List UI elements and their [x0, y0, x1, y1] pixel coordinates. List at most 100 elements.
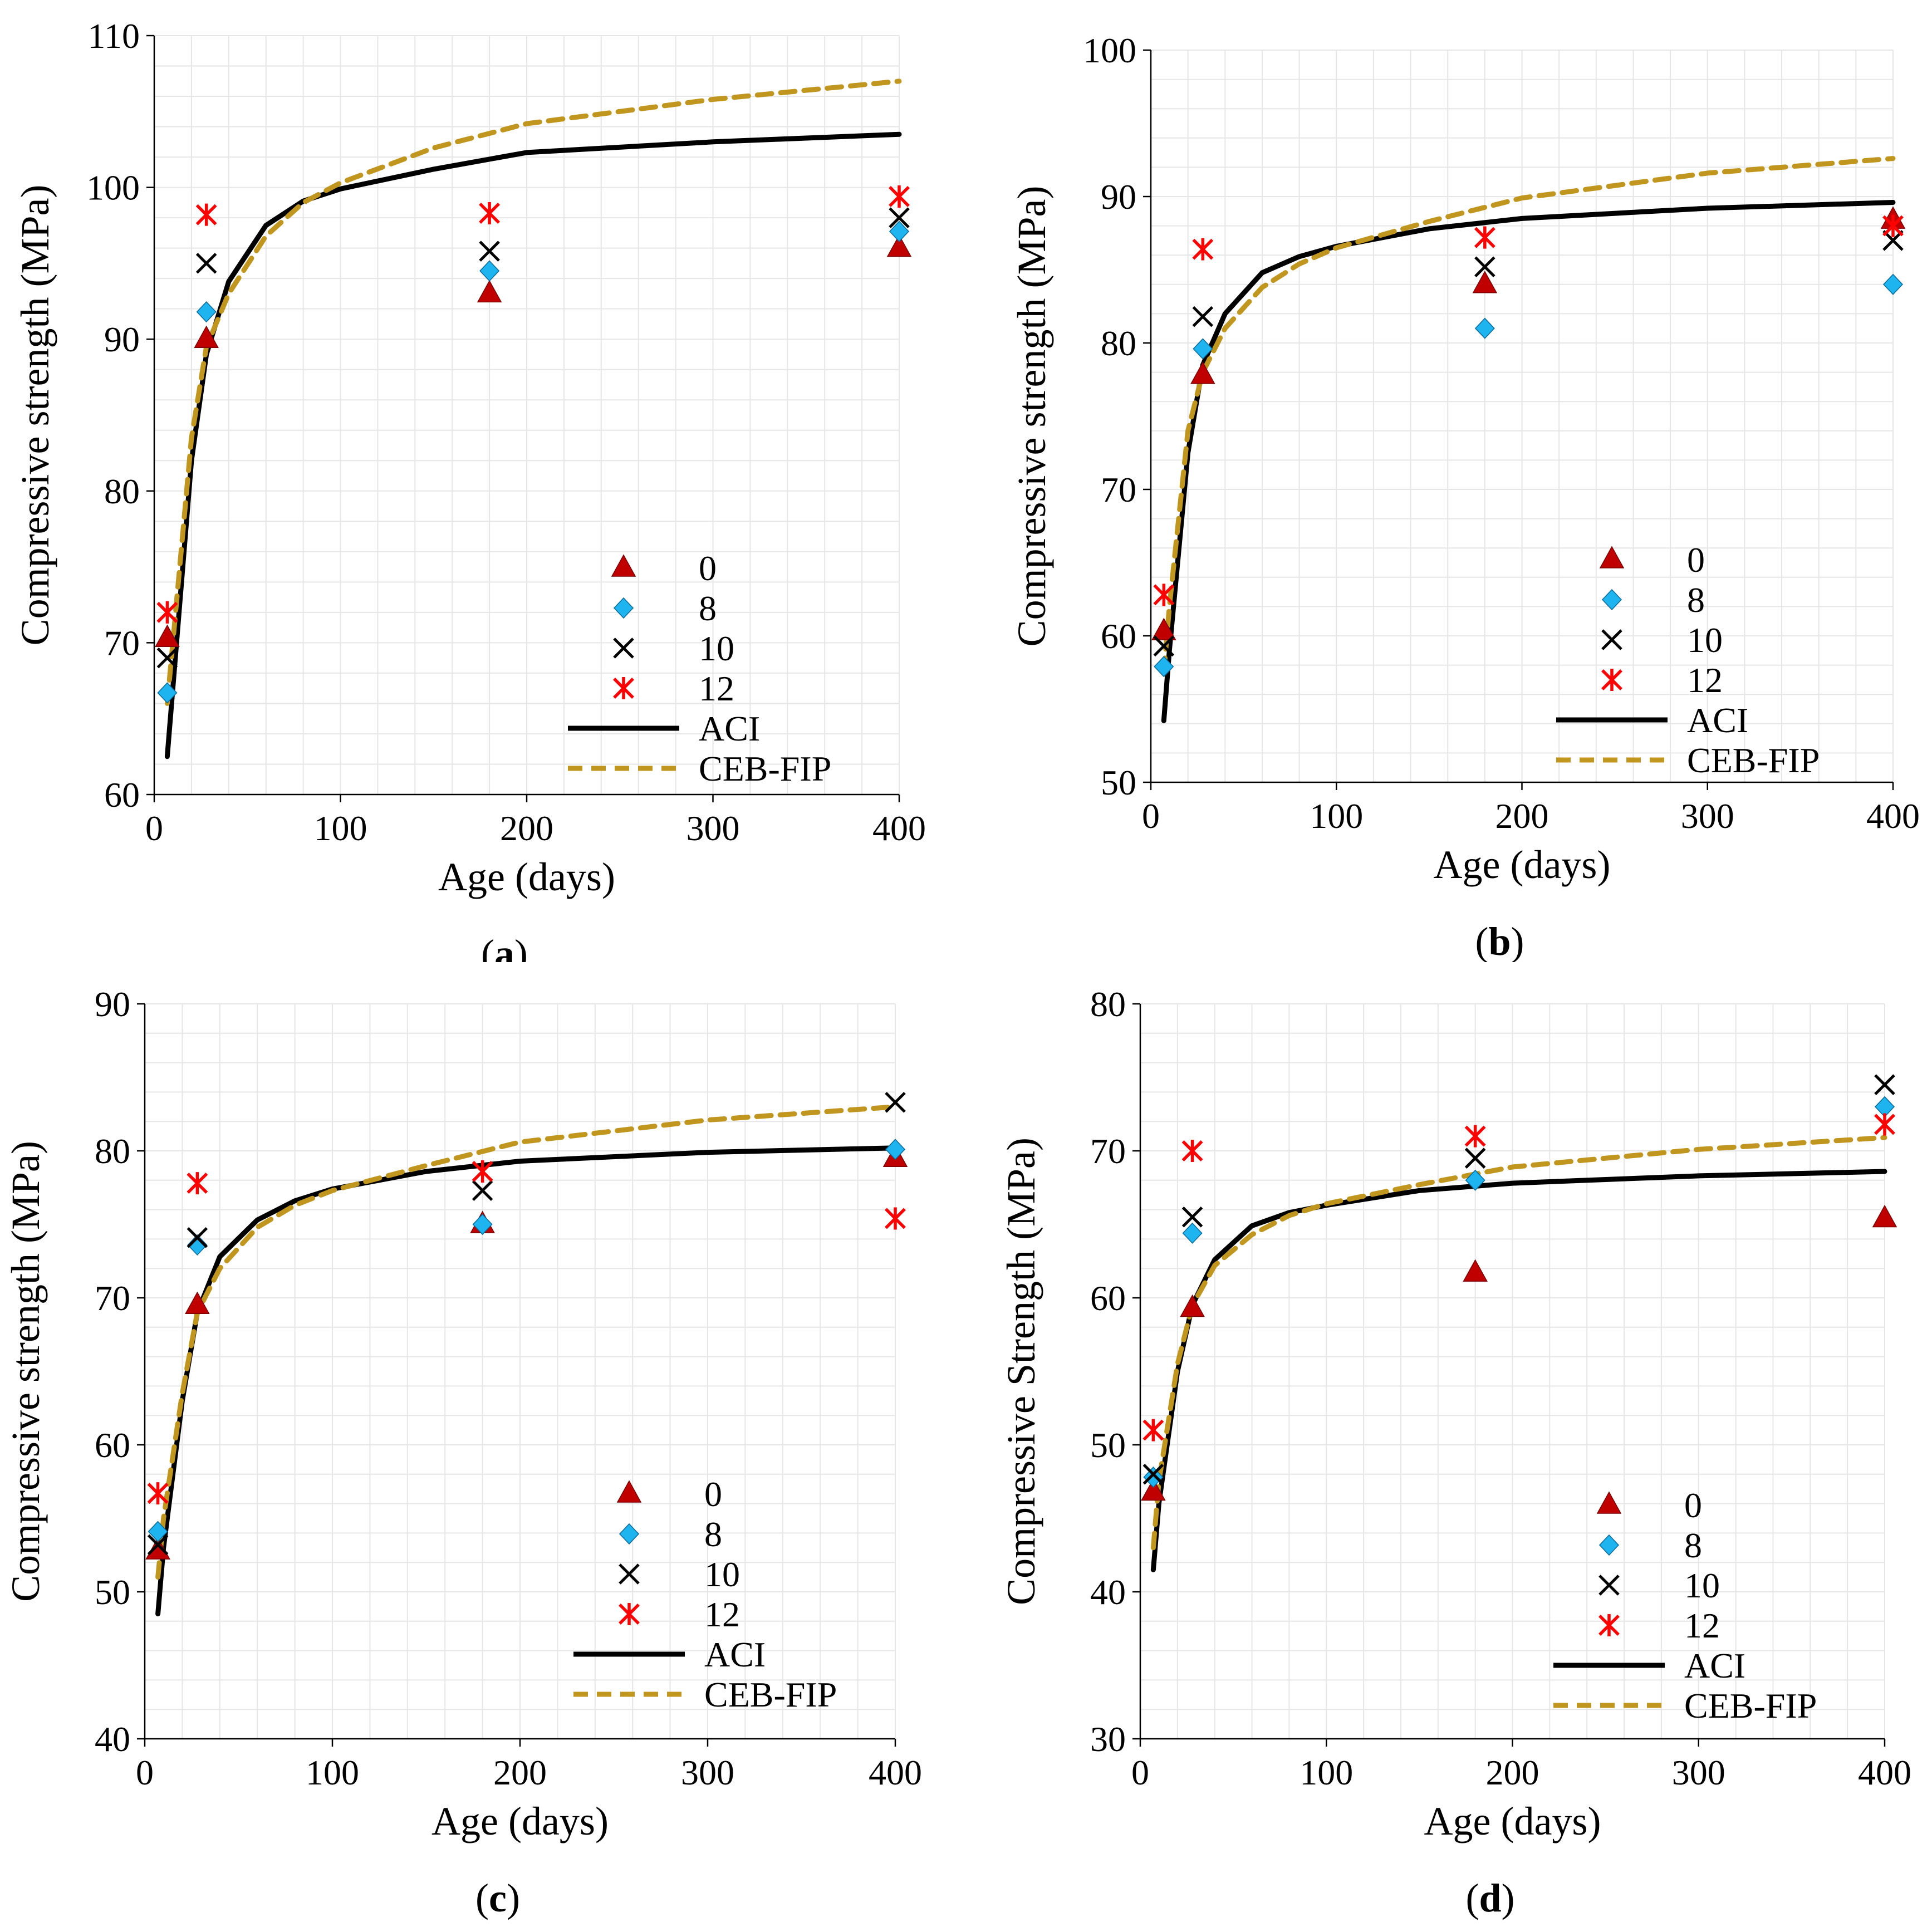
- data-point: [195, 253, 217, 274]
- y-tick-label: 50: [1090, 1425, 1126, 1465]
- grid-lines: [1150, 50, 1894, 783]
- x-tick-label: 300: [1672, 1753, 1725, 1792]
- y-tick-label: 70: [104, 623, 140, 663]
- series-line-aci: [164, 131, 902, 759]
- data-point: [1182, 1222, 1203, 1244]
- y-tick-label: 60: [104, 775, 140, 815]
- legend-label: 0: [1684, 1485, 1702, 1525]
- y-tick-label: 80: [104, 472, 140, 511]
- legend-label: ACI: [1684, 1646, 1745, 1685]
- series-points-8: [148, 1139, 906, 1542]
- data-point: [1180, 1294, 1205, 1317]
- legend-marker-10: [613, 638, 634, 659]
- data-point: [1463, 1259, 1488, 1282]
- data-point: [1181, 1207, 1203, 1228]
- data-point: [195, 203, 217, 226]
- legend-marker-0: [1596, 1491, 1622, 1514]
- x-tick-label: 300: [687, 808, 740, 848]
- panel-caption: (a): [481, 931, 528, 962]
- x-tick-label: 300: [1681, 796, 1734, 836]
- panel-caption: (c): [475, 1876, 520, 1920]
- grid-lines: [144, 1003, 896, 1739]
- data-point: [196, 301, 217, 323]
- data-point: [1474, 317, 1495, 339]
- data-point: [885, 1139, 906, 1160]
- legend-label: 12: [1684, 1606, 1720, 1645]
- data-point: [1142, 1419, 1164, 1441]
- data-point: [477, 280, 502, 303]
- data-point: [1872, 1204, 1897, 1228]
- y-axis-label: Compressive strength (MPa): [13, 185, 57, 646]
- x-tick-label: 0: [1142, 796, 1160, 836]
- y-axis-label: Compressive Strength (MPa): [999, 1137, 1043, 1605]
- data-point: [1474, 226, 1495, 249]
- legend-label: 12: [704, 1595, 740, 1634]
- x-axis-label: Age (days): [1424, 1799, 1601, 1843]
- data-point: [145, 1537, 170, 1560]
- data-point: [1474, 256, 1495, 278]
- x-tick-label: 400: [1858, 1753, 1911, 1792]
- y-tick-label: 90: [1101, 177, 1136, 217]
- data-point: [885, 1092, 906, 1113]
- data-point: [185, 1291, 210, 1314]
- data-point: [194, 325, 219, 348]
- legend-marker-8: [1601, 589, 1622, 611]
- data-point: [1181, 1140, 1203, 1162]
- series-line-aci: [155, 1145, 898, 1617]
- data-point: [147, 1534, 169, 1556]
- series-points-8: [1143, 1096, 1895, 1488]
- x-tick-label: 0: [136, 1753, 154, 1792]
- chart-panel-d: 0 100 200 300 400 30 40 50 60 70 80 Age (days) Compr…: [966, 962, 1932, 1924]
- data-point: [889, 220, 910, 242]
- x-tick-label: 100: [1300, 1753, 1353, 1792]
- legend-marker-10: [1598, 1575, 1620, 1596]
- data-point: [1882, 214, 1904, 237]
- x-tick-label: 200: [1486, 1753, 1539, 1792]
- data-point: [1143, 1466, 1164, 1488]
- y-tick-label: 40: [95, 1719, 130, 1759]
- y-tick-label: 90: [104, 320, 140, 359]
- series-line-ceb-fip: [1161, 156, 1896, 675]
- data-point: [889, 185, 910, 208]
- y-tick-label: 60: [95, 1425, 130, 1465]
- legend-marker-0: [611, 554, 636, 577]
- x-tick-label: 100: [1310, 796, 1363, 836]
- legend-label: 8: [1687, 580, 1705, 620]
- data-point: [1874, 1113, 1895, 1136]
- y-tick-label: 50: [1101, 763, 1136, 802]
- x-tick-label: 300: [681, 1753, 734, 1792]
- legend-label: 10: [1687, 620, 1723, 660]
- x-tick-label: 400: [872, 808, 926, 848]
- legend-marker-0: [616, 1480, 642, 1503]
- x-tick-label: 0: [1131, 1753, 1149, 1792]
- y-tick-label: 110: [87, 16, 140, 56]
- data-point: [1154, 656, 1174, 678]
- panel-caption: (b): [1475, 919, 1524, 962]
- series-points-10: [147, 1092, 906, 1556]
- legend-label: 12: [699, 669, 734, 708]
- data-point: [472, 1213, 493, 1235]
- legend-marker-12: [619, 1603, 640, 1625]
- series-points-0: [1141, 1204, 1897, 1501]
- data-point: [1141, 1478, 1166, 1501]
- panel-caption: (d): [1465, 1876, 1514, 1920]
- series-points-12: [156, 185, 910, 624]
- data-point: [157, 682, 178, 704]
- legend-label: 0: [1687, 540, 1705, 580]
- legend-marker-8: [613, 597, 634, 619]
- series-points-12: [147, 1160, 906, 1505]
- y-tick-label: 100: [86, 168, 140, 208]
- legend-label: 10: [704, 1555, 740, 1594]
- x-tick-label: 200: [493, 1753, 547, 1792]
- data-point: [187, 1234, 208, 1256]
- series-points-12: [1142, 1113, 1895, 1441]
- legend-marker-0: [1599, 546, 1625, 568]
- y-tick-label: 70: [1090, 1131, 1126, 1171]
- legend-label: ACI: [699, 709, 760, 748]
- series-line-ceb-fip: [155, 1104, 898, 1580]
- y-tick-label: 90: [95, 984, 130, 1024]
